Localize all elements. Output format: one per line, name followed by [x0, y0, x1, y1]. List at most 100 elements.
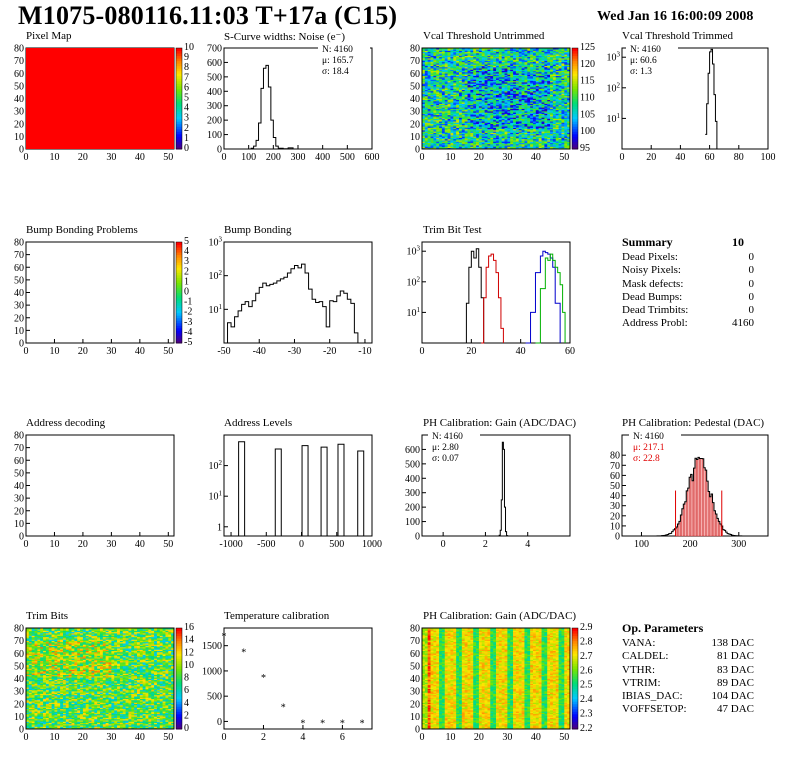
heatmap-cell	[527, 49, 531, 51]
heatmap-cell	[558, 69, 562, 72]
heatmap-cell	[535, 61, 539, 64]
heatmap-cell	[476, 108, 480, 111]
heatmap-cell	[487, 113, 491, 116]
heatmap-cell	[436, 92, 440, 94]
heatmap-cell	[550, 68, 554, 70]
palette-cell	[176, 252, 182, 256]
heatmap-cell	[444, 97, 448, 99]
heatmap-cell	[567, 60, 571, 63]
heatmap-cell	[441, 118, 446, 121]
heatmap-cell	[476, 118, 480, 121]
heatmap-cell	[476, 49, 480, 51]
heatmap-cell	[504, 53, 508, 55]
heatmap-cell	[453, 137, 457, 140]
heatmap-cell	[541, 82, 545, 84]
heatmap-cell	[31, 645, 35, 648]
heatmap-cell	[439, 92, 443, 94]
heatmap-cell	[510, 68, 514, 70]
heatmap-cell	[555, 146, 559, 149]
heatmap-cell	[476, 55, 480, 58]
heatmap-cell	[467, 50, 471, 53]
heatmap-cell	[567, 104, 571, 107]
heatmap-cell	[453, 83, 457, 85]
y-tick-exponent: 2	[617, 81, 621, 89]
heatmap-cell	[436, 66, 440, 69]
heatmap-cell	[552, 131, 557, 133]
heatmap-cell	[422, 114, 426, 117]
heatmap-cell	[433, 48, 437, 50]
heatmap-cell	[464, 79, 468, 82]
heatmap-cell	[26, 726, 30, 729]
heatmap-cell	[535, 99, 539, 102]
heatmap-cell	[31, 707, 35, 710]
heatmap-cell	[498, 119, 502, 122]
heatmap-cell	[496, 49, 500, 51]
heatmap-cell	[490, 116, 494, 118]
x-tick-label: -50	[217, 346, 230, 357]
heatmap-cell	[521, 106, 525, 108]
heatmap-cell	[487, 58, 491, 60]
heatmap-cell	[507, 104, 511, 107]
heatmap-cell	[507, 53, 511, 55]
heatmap-cell	[496, 113, 500, 116]
heatmap-cell	[26, 674, 30, 677]
heatmap-cell	[444, 114, 448, 117]
heatmap-cell	[456, 116, 460, 118]
heatmap-cell	[564, 98, 568, 101]
heatmap-cell	[444, 118, 448, 121]
palette-cell	[572, 138, 578, 142]
heatmap-cell	[464, 71, 468, 74]
heatmap-cell	[481, 90, 485, 93]
heatmap-cell	[427, 123, 431, 126]
heatmap-cell	[430, 51, 434, 54]
heatmap-cell	[456, 77, 460, 79]
heatmap-cell	[541, 146, 545, 149]
heatmap-cell	[535, 145, 539, 147]
heatmap-cell	[447, 116, 451, 118]
heatmap-cell	[507, 54, 511, 56]
heatmap-cell	[461, 89, 465, 92]
heatmap-cell	[547, 118, 551, 121]
heatmap-cell	[422, 137, 426, 140]
heatmap-cell	[564, 78, 568, 80]
heatmap-cell	[552, 140, 557, 142]
heatmap-cell	[464, 51, 468, 54]
heatmap-cell	[533, 80, 537, 83]
heatmap-cell	[476, 59, 480, 61]
heatmap-cell	[535, 71, 539, 74]
heatmap-cell	[513, 63, 517, 65]
heatmap-cell	[510, 132, 514, 135]
heatmap-cell	[535, 101, 539, 103]
heatmap-cell	[496, 128, 500, 131]
heatmap-cell	[521, 56, 525, 59]
palette-cell	[176, 295, 182, 299]
heatmap-cell	[461, 113, 465, 116]
y-tick-label: 0	[415, 532, 420, 543]
heatmap-cell	[481, 118, 485, 121]
heatmap-cell	[530, 79, 534, 82]
heatmap-cell	[547, 107, 551, 109]
heatmap-cell	[524, 89, 528, 92]
heatmap-cell	[515, 138, 520, 141]
heatmap-cell	[433, 125, 437, 127]
heatmap-cell	[436, 117, 440, 119]
heatmap-cell	[558, 71, 562, 74]
heatmap-cell	[558, 122, 562, 125]
heatmap-cell	[527, 136, 531, 138]
heatmap-cell	[533, 109, 537, 112]
heatmap-cell	[521, 69, 525, 72]
heatmap-cell	[558, 80, 562, 83]
heatmap-cell	[552, 97, 557, 99]
heatmap-cell	[498, 102, 502, 104]
heatmap-cell	[558, 54, 562, 56]
heatmap-cell	[34, 663, 38, 665]
heatmap-cell	[533, 135, 537, 137]
heatmap-cell	[496, 87, 500, 89]
heatmap-cell	[538, 95, 542, 98]
heatmap-cell	[28, 668, 32, 670]
heatmap-cell	[564, 68, 568, 70]
heatmap-cell	[441, 80, 446, 83]
heatmap-cell	[476, 135, 480, 137]
heatmap-cell	[467, 65, 471, 68]
heatmap-cell	[456, 93, 460, 96]
